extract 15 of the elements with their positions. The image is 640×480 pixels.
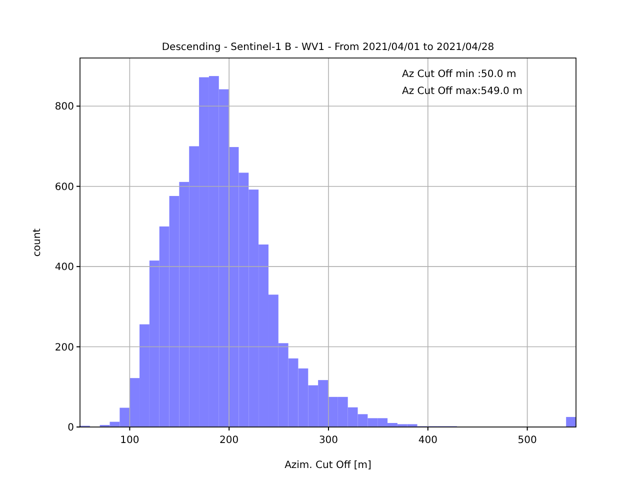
annotation: Az Cut Off min :50.0 m	[402, 69, 516, 80]
y-tick-label: 800	[54, 102, 74, 113]
y-tick-label: 0	[68, 422, 74, 434]
x-tick-label: 500	[518, 435, 537, 446]
x-tick-label: 100	[120, 435, 140, 446]
x-tick-label: 200	[220, 435, 239, 446]
x-axis-title: Azim. Cut Off [m]	[284, 460, 372, 471]
y-axis-title: count	[32, 228, 43, 257]
x-tick-label: 300	[318, 435, 338, 446]
x-tick-label: 400	[418, 435, 438, 446]
chart-title: Descending - Sentinel-1 B - WV1 - From 2021/04/01 to 2021/04/28	[162, 42, 494, 53]
y-tick-label: 200	[54, 342, 74, 354]
y-tick-label: 400	[54, 262, 74, 274]
y-tick-label: 600	[54, 182, 74, 193]
annotation: Az Cut Off max:549.0 m	[402, 86, 522, 97]
